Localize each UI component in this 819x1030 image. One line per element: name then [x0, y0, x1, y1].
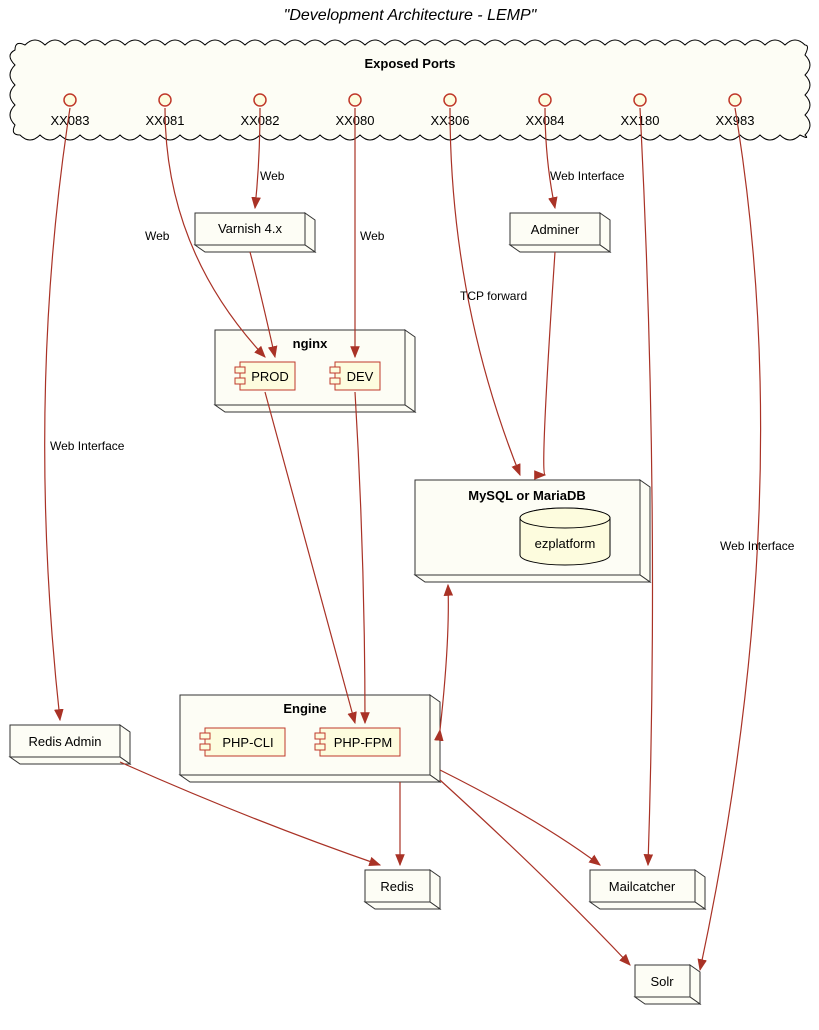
redis-node: Redis: [365, 870, 440, 909]
edge-label: Web: [260, 169, 285, 183]
edge-adminer-mysql: [544, 252, 555, 475]
solr-node: Solr: [635, 965, 700, 1004]
edge-label: Web Interface: [550, 169, 625, 183]
edge-label: Web Interface: [50, 439, 125, 453]
redisadmin-node: Redis Admin: [10, 725, 130, 764]
varnish-label: Varnish 4.x: [218, 221, 283, 236]
adminer-node: Adminer: [510, 213, 610, 252]
ezplatform-db: ezplatform: [520, 508, 610, 565]
edge-label: Web Interface: [720, 539, 795, 553]
nginx-prod-label: PROD: [251, 369, 289, 384]
adminer-label: Adminer: [531, 222, 580, 237]
nginx-dev-label: DEV: [347, 369, 374, 384]
exposed-ports-cloud: Exposed Ports: [10, 40, 810, 140]
edge-dev-fpm: [355, 392, 365, 723]
php-cli-component: PHP-CLI: [200, 728, 285, 756]
mysql-label: MySQL or MariaDB: [468, 488, 586, 503]
mailcatcher-node: Mailcatcher: [590, 870, 705, 909]
edge-label: Web: [145, 229, 170, 243]
mailcatcher-label: Mailcatcher: [609, 879, 676, 894]
redisadmin-label: Redis Admin: [29, 734, 102, 749]
edge-engine-mailcatcher: [440, 770, 600, 865]
exposed-ports-label: Exposed Ports: [364, 56, 455, 71]
nginx-label: nginx: [293, 336, 328, 351]
engine-node: Engine PHP-CLI PHP-FPM: [180, 695, 440, 782]
solr-label: Solr: [650, 974, 674, 989]
nginx-dev-component: DEV: [330, 362, 380, 390]
edge-xx083-redisadmin: [45, 108, 70, 720]
nginx-prod-component: PROD: [235, 362, 295, 390]
mysql-node: MySQL or MariaDB ezplatform: [415, 480, 650, 582]
ezplatform-label: ezplatform: [535, 536, 596, 551]
page-title: "Development Architecture - LEMP": [284, 7, 538, 24]
nginx-node: nginx PROD DEV: [215, 330, 415, 412]
php-cli-label: PHP-CLI: [222, 735, 273, 750]
php-fpm-component: PHP-FPM: [315, 728, 400, 756]
php-fpm-label: PHP-FPM: [334, 735, 393, 750]
edge-engine-mysql: [440, 585, 448, 730]
edge-prod-fpm: [265, 392, 355, 723]
varnish-node: Varnish 4.x: [195, 213, 315, 255]
port-label: XX983: [715, 113, 754, 128]
edge-label: TCP forward: [460, 289, 527, 303]
edge-label: Web: [360, 229, 385, 243]
engine-label: Engine: [283, 701, 326, 716]
port-label: XX083: [50, 113, 89, 128]
redis-label: Redis: [380, 879, 414, 894]
